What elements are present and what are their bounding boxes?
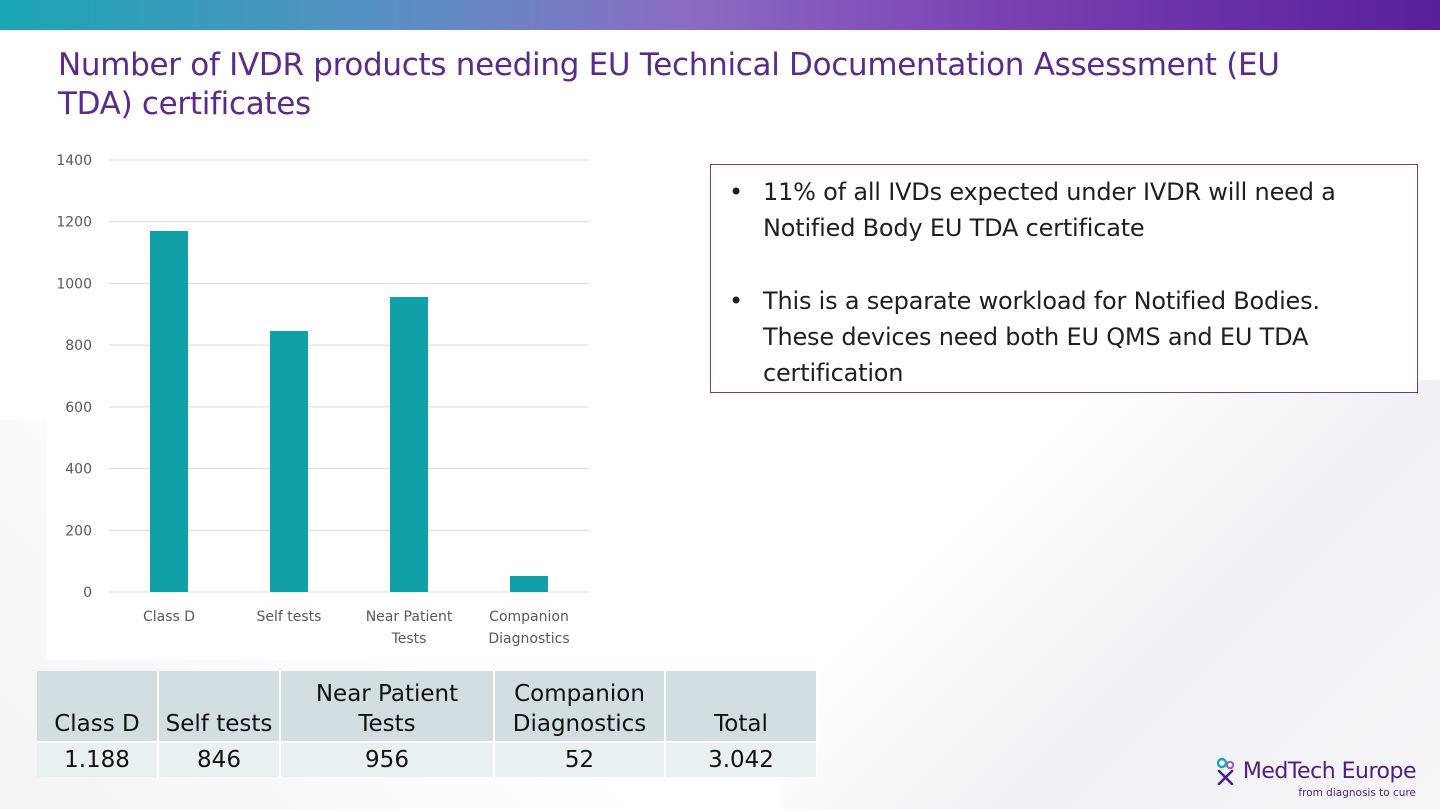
bullet-icon: •: [729, 287, 743, 315]
x-tick-label: Self tests: [257, 609, 322, 625]
bullet-list: • 11% of all IVDs expected under IVDR wi…: [711, 165, 1417, 391]
table-header-near-patient-tests: Near Patient Tests: [281, 671, 495, 743]
table-row: 1.188 846 956 52 3.042: [37, 743, 818, 777]
background-shape-right: [780, 380, 1440, 809]
medtech-logo-icon: [1216, 757, 1235, 785]
bullet-icon: •: [729, 178, 743, 206]
summary-table: Class D Self tests Near Patient Tests Co…: [37, 671, 818, 777]
logo-tagline: from diagnosis to cure: [1298, 787, 1416, 799]
bar-chart: 0 200 400 600 800 1000 1200 1400 Class D Self tes…: [56, 153, 589, 647]
slide-title: Number of IVDR products needing EU Techn…: [58, 47, 1280, 122]
table-cell-near-patient-tests: 956: [281, 743, 495, 777]
top-gradient-bar: [0, 0, 1440, 30]
table-cell-self-tests: 846: [159, 743, 281, 777]
medtech-europe-logo: MedTech Europe from diagnosis to cure: [1215, 757, 1417, 799]
y-tick-label: 600: [65, 400, 92, 416]
table-header-row: Class D Self tests Near Patient Tests Co…: [37, 671, 818, 743]
chart-panel: 0 200 400 600 800 1000 1200 1400 Class D Self tes…: [46, 140, 606, 660]
y-tick-label: 200: [65, 523, 92, 539]
y-tick-label: 0: [83, 585, 92, 601]
table-header-total: Total: [666, 671, 818, 743]
table-cell-total: 3.042: [666, 743, 818, 777]
x-tick-label: Tests: [391, 631, 427, 647]
x-tick-label: Near Patient: [366, 609, 453, 625]
bullet-text-2: This is a separate workload for Notified…: [763, 287, 1320, 387]
y-tick-label: 400: [65, 462, 92, 478]
bullet-text-1: 11% of all IVDs expected under IVDR will…: [763, 178, 1336, 242]
table-header-self-tests: Self tests: [159, 671, 281, 743]
table-header-companion-diagnostics: Companion Diagnostics: [495, 671, 666, 743]
y-tick-label: 1200: [56, 215, 92, 231]
bar: [150, 230, 188, 592]
bullet-item-2: • This is a separate workload for Notifi…: [729, 283, 1397, 391]
logo-name: MedTech Europe: [1242, 758, 1417, 784]
y-tick-label: 1400: [56, 153, 92, 169]
bullet-item-1: • 11% of all IVDs expected under IVDR wi…: [729, 174, 1397, 246]
info-box: • 11% of all IVDs expected under IVDR wi…: [710, 164, 1418, 393]
table-cell-companion-diagnostics: 52: [495, 743, 666, 777]
bar: [270, 330, 308, 592]
x-tick-label: Class D: [143, 609, 195, 625]
y-tick-label: 800: [65, 338, 92, 354]
x-tick-label: Companion: [489, 609, 569, 625]
table-header-class-d: Class D: [37, 671, 159, 743]
y-tick-label: 1000: [56, 276, 92, 292]
x-tick-label: Diagnostics: [488, 631, 569, 647]
bar: [390, 297, 428, 592]
bar: [510, 575, 548, 592]
table-cell-class-d: 1.188: [37, 743, 159, 777]
